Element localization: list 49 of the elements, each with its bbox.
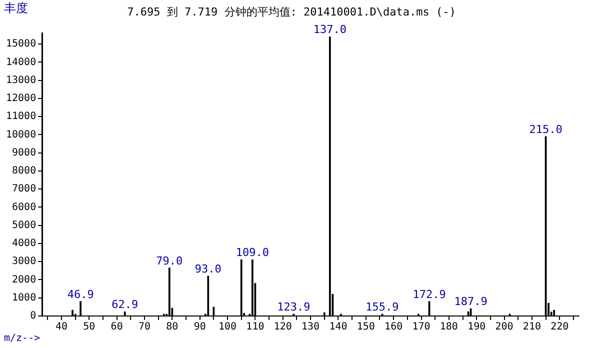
y-tick-label: 4000 [12,238,36,250]
annotation: 109.0 [236,246,269,260]
annotation: 79.0 [156,254,183,268]
y-tick-label: 1000 [12,292,36,304]
x-tick-label: 80 [166,322,178,333]
x-tick-label: 90 [194,322,206,333]
x-tick-label: 110 [246,322,264,333]
x-tick-label: 100 [218,322,237,333]
x-tick-label: 170 [412,322,430,333]
y-tick-label: 11000 [6,111,36,122]
y-tick-label: 5000 [12,220,36,231]
y-tick-label: 12000 [6,93,36,104]
y-tick-label: 8000 [12,166,36,177]
y-tick-label: 2000 [12,274,36,286]
y-tick-label: 13000 [6,74,36,86]
chart-title: 7.695 到 7.719 分钟的平均值: 201410001.D\data.ms (-) [127,5,456,18]
x-tick-label: 200 [495,322,514,333]
x-tick-label: 180 [440,322,458,333]
annotation: 137.0 [313,23,346,36]
annotation: 172.9 [412,288,446,301]
annotation: 46.9 [67,288,94,301]
x-tick-label: 50 [83,322,96,333]
x-tick-label: 40 [55,322,68,333]
y-tick-label: 6000 [12,202,36,213]
y-axis-title: 丰度 [4,0,28,17]
x-tick-label: 60 [110,322,123,333]
annotation: 215.0 [529,122,562,136]
x-tick-label: 130 [302,322,320,333]
x-tick-label: 190 [468,322,486,333]
annotation: 93.0 [194,262,222,276]
annotation: 155.9 [366,300,399,314]
y-tick-label: 15000 [6,38,36,50]
x-axis-title: m/z--> [4,333,40,344]
x-tick-label: 140 [329,322,348,333]
y-tick-label: 10000 [6,129,36,140]
x-tick-label: 210 [522,322,541,333]
y-tick-label: 7000 [12,184,36,195]
x-tick-label: 120 [274,322,292,333]
x-tick-label: 70 [138,322,151,333]
x-tick-label: 220 [550,322,569,333]
y-tick-label: 3000 [12,256,36,268]
annotation: 123.9 [277,300,310,314]
annotation: 187.9 [454,295,488,308]
y-tick-label: 14000 [6,56,36,68]
y-tick-label: 9000 [12,147,36,158]
y-tick-label: 0 [30,310,36,322]
x-tick-label: 150 [356,322,375,333]
x-tick-label: 160 [384,322,403,333]
annotation: 62.9 [112,298,138,312]
